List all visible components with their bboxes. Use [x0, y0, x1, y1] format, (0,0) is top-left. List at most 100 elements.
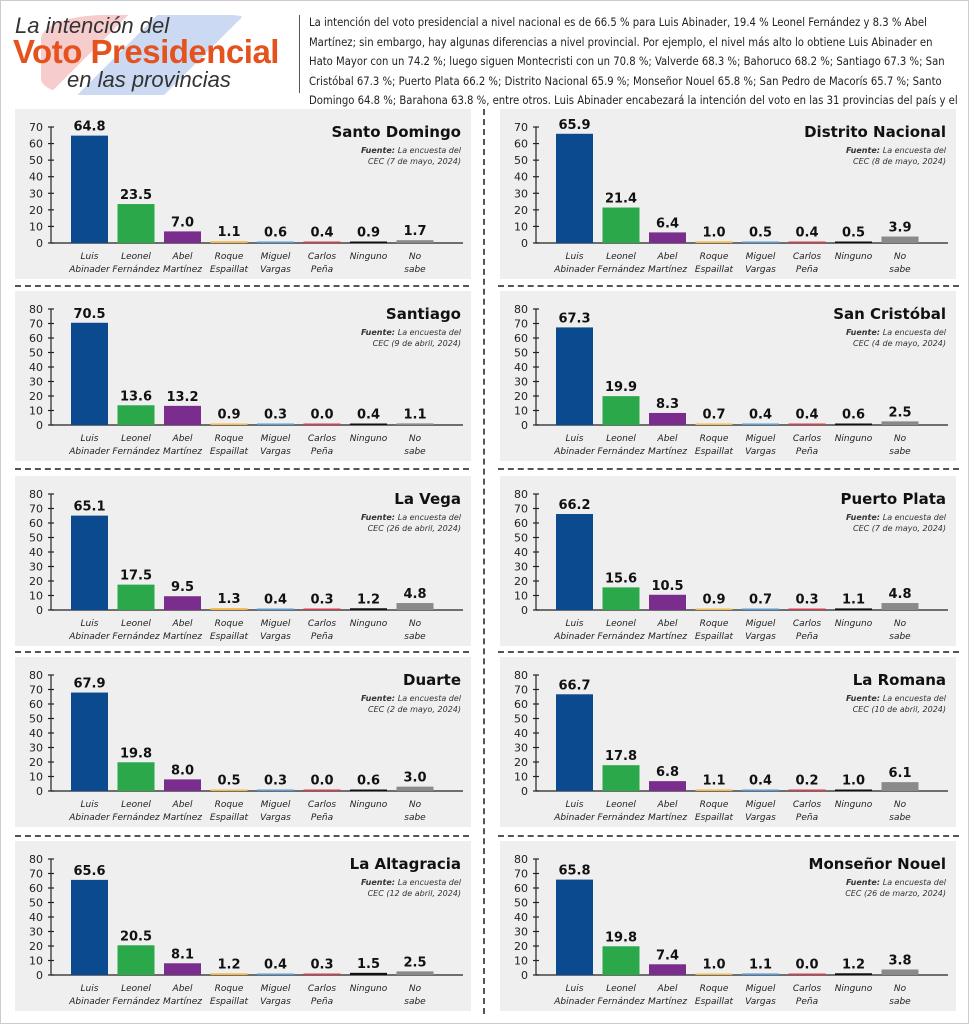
source-note: CEC (4 de mayo, 2024) [853, 339, 946, 348]
bar [117, 405, 155, 425]
intro-text: La intención del voto presidencial a niv… [309, 16, 958, 127]
chart-panel: 0 10 20 30 40 50 60 70 80 66.2 Luis Abinader 15.6 Leo… [500, 476, 956, 646]
bar [303, 973, 341, 975]
y-tick-label: 50 [514, 154, 528, 167]
x-tick-label: Espaillat [695, 813, 734, 823]
x-tick-label: Leonel [121, 800, 151, 810]
y-tick-label: 40 [514, 727, 528, 740]
x-tick-label: Ninguno [835, 800, 873, 810]
y-tick-label: 0 [521, 969, 528, 982]
data-label: 23.5 [120, 188, 152, 203]
x-tick-label: Abinader [68, 632, 111, 642]
data-label: 0.4 [310, 226, 333, 241]
x-tick-label: Abel [657, 434, 678, 444]
x-tick-label: Vargas [745, 265, 776, 275]
row-divider [15, 468, 469, 470]
x-tick-label: Espaillat [695, 265, 734, 275]
data-label: 4.8 [888, 587, 911, 602]
bar [835, 608, 872, 610]
x-tick-label: No [409, 984, 422, 994]
bar [695, 789, 733, 791]
x-tick-label: Vargas [745, 447, 776, 457]
data-label: 0.4 [749, 408, 772, 423]
source-note: Fuente: La encuesta del [846, 513, 947, 522]
x-tick-label: Peña [311, 813, 333, 823]
title-line-3: en las provincias [67, 67, 231, 92]
x-tick-label: Fernández [112, 265, 160, 275]
x-tick-label: Espaillat [695, 447, 734, 457]
data-label: 1.0 [702, 958, 725, 973]
chart-title: Santiago [386, 305, 461, 323]
y-tick-label: 0 [36, 785, 43, 798]
x-tick-label: Miguel [261, 252, 291, 262]
data-label: 6.4 [656, 216, 679, 231]
x-tick-label: Luis [81, 434, 99, 444]
x-tick-label: Espaillat [210, 447, 249, 457]
data-label: 0.4 [795, 408, 818, 423]
data-label: 6.1 [888, 766, 911, 781]
y-tick-label: 70 [514, 684, 528, 697]
y-tick-label: 60 [514, 698, 528, 711]
bar [602, 396, 640, 425]
y-tick-label: 10 [29, 771, 43, 784]
x-tick-label: Peña [311, 265, 333, 275]
data-label: 0.5 [217, 774, 240, 789]
bar [788, 423, 826, 425]
data-label: 70.5 [73, 307, 105, 322]
x-tick-label: Carlos [308, 252, 337, 262]
data-label: 0.3 [264, 408, 287, 423]
source-note: CEC (7 de mayo, 2024) [853, 524, 946, 533]
x-tick-label: Carlos [793, 800, 822, 810]
data-label: 2.5 [403, 955, 426, 970]
data-label: 3.0 [403, 771, 426, 786]
x-tick-label: Martínez [163, 997, 202, 1007]
source-note: CEC (7 de mayo, 2024) [368, 157, 461, 166]
y-tick-label: 20 [29, 940, 43, 953]
x-tick-label: Espaillat [695, 997, 734, 1007]
data-label: 1.3 [217, 592, 240, 607]
x-tick-label: Leonel [606, 252, 636, 262]
y-tick-label: 50 [29, 897, 43, 910]
x-tick-label: Fernández [597, 447, 645, 457]
bar [350, 608, 387, 610]
y-tick-label: 40 [514, 361, 528, 374]
x-tick-label: Abinader [553, 447, 596, 457]
x-tick-label: Espaillat [210, 265, 249, 275]
bar [210, 789, 248, 791]
data-label: 65.1 [73, 500, 105, 515]
data-label: 66.7 [558, 678, 590, 693]
x-tick-label: Miguel [746, 984, 776, 994]
y-tick-label: 10 [514, 955, 528, 968]
data-label: 0.4 [795, 226, 818, 241]
bar [742, 241, 779, 243]
x-tick-label: Espaillat [210, 813, 249, 823]
data-label: 0.7 [702, 408, 725, 423]
y-tick-label: 60 [514, 332, 528, 345]
x-tick-label: Roque [700, 434, 729, 444]
source-note: CEC (26 de abril, 2024) [368, 524, 461, 533]
x-tick-label: Peña [796, 265, 818, 275]
y-tick-label: 80 [29, 303, 43, 316]
data-label: 4.8 [403, 587, 426, 602]
bar [210, 608, 248, 610]
bar [835, 789, 872, 791]
bar [556, 514, 593, 610]
bar [602, 765, 640, 791]
bar [881, 782, 919, 791]
y-tick-label: 50 [29, 713, 43, 726]
y-tick-label: 50 [514, 532, 528, 545]
y-tick-label: 10 [514, 590, 528, 603]
row-divider [498, 285, 959, 287]
y-tick-label: 60 [29, 882, 43, 895]
bar [164, 779, 201, 791]
chart-title: Monseñor Nouel [809, 855, 946, 873]
data-label: 0.7 [749, 593, 772, 608]
chart-panel: 0 10 20 30 40 50 60 70 80 66.7 Luis Abinader 17.8 Leo… [500, 657, 956, 827]
y-tick-label: 80 [29, 669, 43, 682]
chart-title: Duarte [403, 671, 461, 689]
x-tick-label: Abel [657, 619, 678, 629]
y-tick-label: 0 [521, 237, 528, 250]
